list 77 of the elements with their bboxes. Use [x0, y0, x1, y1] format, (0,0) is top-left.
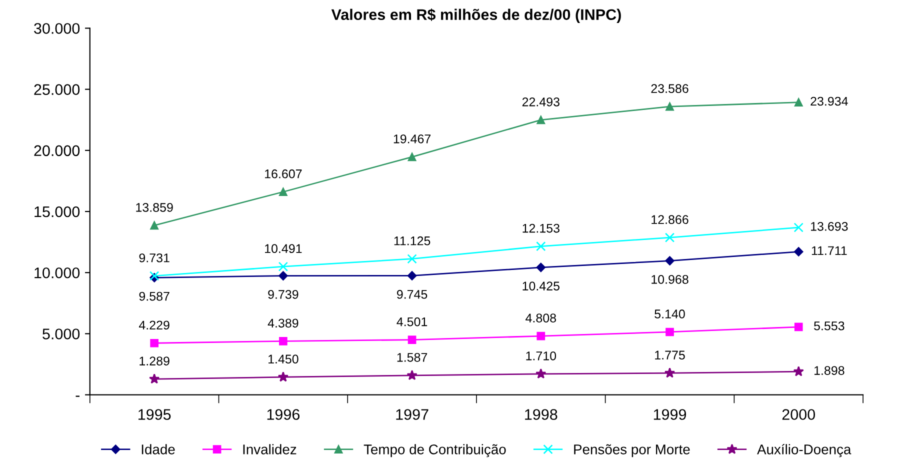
data-label: 4.229	[138, 320, 170, 330]
data-label: 4.501	[396, 317, 428, 326]
legend-label: Tempo de Contribuição	[364, 444, 506, 458]
y-tick-label: 20.000	[34, 145, 80, 156]
data-label: 1.898	[814, 366, 844, 375]
point	[794, 98, 803, 106]
point	[536, 368, 546, 379]
x-tick-label: 1999	[654, 409, 686, 420]
data-label: 1.450	[268, 354, 298, 364]
point	[279, 188, 288, 196]
point	[406, 370, 418, 380]
y-tick-label: 30.000	[34, 23, 80, 34]
data-label: 9.745	[396, 290, 428, 299]
data-label: 5.553	[814, 321, 844, 330]
x-tick-label: 1996	[267, 409, 300, 420]
data-label: 12.866	[652, 215, 688, 224]
point	[407, 254, 417, 264]
point	[278, 271, 288, 280]
data-label: 5.140	[654, 310, 685, 318]
data-label: 1.289	[140, 356, 170, 366]
point	[666, 102, 674, 111]
x-tick-label: 1998	[525, 409, 558, 420]
data-label: 10.491	[265, 244, 302, 254]
point	[536, 116, 546, 124]
point	[536, 262, 546, 272]
data-label: 9.731	[139, 253, 170, 262]
chart-title: Valores em R$ milhões de dez/00 (INPC)	[331, 8, 621, 24]
data-label: 19.467	[394, 134, 431, 144]
point	[408, 336, 416, 344]
point	[407, 271, 417, 280]
data-label: 1.587	[397, 352, 428, 362]
point	[666, 328, 674, 336]
point	[664, 368, 676, 378]
point	[664, 232, 675, 242]
legend-label: Idade	[142, 444, 175, 454]
point	[408, 152, 416, 162]
point	[794, 247, 804, 256]
x-tick-label: 1997	[396, 409, 428, 420]
legend-label: Invalidez	[243, 444, 296, 454]
data-label: 9.739	[268, 290, 298, 299]
point	[278, 262, 288, 272]
data-label: 12.153	[522, 224, 560, 233]
data-label: 4.808	[526, 314, 556, 322]
point	[536, 241, 546, 252]
point	[279, 337, 288, 346]
point	[536, 332, 546, 340]
y-tick-label: 15.000	[34, 206, 80, 218]
point	[793, 366, 804, 376]
data-label: 23.934	[810, 96, 848, 106]
data-label: 11.711	[812, 246, 847, 255]
data-label: 1.775	[655, 350, 685, 360]
data-label: 22.493	[522, 98, 560, 106]
point	[150, 338, 158, 348]
y-tick-label: 5.000	[42, 328, 80, 340]
point	[150, 221, 158, 230]
data-label: 9.587	[139, 292, 170, 301]
point	[278, 372, 289, 382]
y-tick-label: 10.000	[34, 267, 80, 278]
y-tick-label: 25.000	[34, 84, 80, 95]
point	[665, 256, 674, 266]
data-label: 23.586	[651, 84, 688, 93]
data-label: 13.693	[811, 222, 848, 231]
y-tick-label: -	[76, 396, 80, 397]
data-label: 16.607	[265, 169, 302, 178]
point	[794, 322, 803, 332]
x-tick-label: 2000	[782, 409, 816, 420]
data-label: 13.859	[136, 203, 173, 212]
data-label: 11.125	[394, 236, 430, 246]
point	[149, 373, 160, 384]
data-label: 1.710	[526, 351, 556, 360]
point	[794, 222, 804, 232]
data-label: 10.425	[522, 282, 560, 290]
legend-label: Auxílio-Doença	[757, 444, 852, 458]
data-label: 10.968	[652, 274, 688, 284]
data-label: 4.389	[268, 318, 298, 328]
legend-label: Pensões por Morte	[574, 444, 690, 458]
x-tick-label: 1995	[138, 409, 171, 420]
